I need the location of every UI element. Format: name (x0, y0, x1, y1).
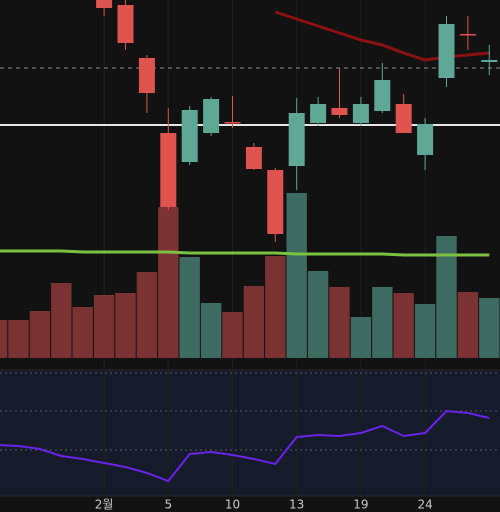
volume-bar (158, 207, 179, 358)
x-tick-label: 2월 (95, 498, 114, 512)
candle-body (352, 104, 369, 123)
volume-bar (8, 320, 29, 358)
candle-body (181, 110, 198, 162)
volume-bar (457, 292, 479, 358)
candle-body (481, 60, 498, 62)
indicator-line (0, 409, 490, 483)
x-tick-label: 19 (353, 498, 368, 512)
candle-body (96, 0, 113, 8)
volume-bar (350, 317, 372, 358)
volume-bar (200, 303, 222, 358)
volume-bar (307, 271, 329, 358)
volume-bar (93, 295, 115, 358)
volume-bar (265, 256, 286, 358)
candle-body (117, 5, 134, 43)
volume-bar (51, 283, 72, 358)
candle-body (459, 34, 476, 36)
volume-bar (136, 272, 158, 358)
candle-body (160, 133, 177, 207)
x-tick-label: 10 (225, 498, 240, 512)
volume-bar (0, 320, 8, 358)
volume-bar (329, 287, 350, 358)
volume-bar (243, 286, 265, 358)
volume-bar (29, 311, 51, 358)
volume-bar (72, 307, 93, 358)
candle-body (310, 104, 327, 123)
candle-body (395, 104, 412, 133)
volume-bar (479, 298, 500, 358)
volume-bar (179, 257, 200, 358)
volume-bar (372, 287, 393, 358)
x-tick-label: 24 (417, 498, 432, 512)
candle-body (438, 24, 455, 78)
candle-body (138, 58, 155, 93)
candle-body (224, 122, 241, 124)
candle-body (331, 108, 348, 115)
volume-bar (115, 293, 136, 358)
volume-bar (222, 312, 243, 358)
moving-average-line (0, 249, 490, 257)
candle-body (374, 80, 391, 111)
candle-body (288, 113, 305, 166)
volume-bar (393, 293, 414, 358)
candle-body (267, 170, 284, 234)
volume-bar (286, 193, 307, 358)
candle-body (417, 124, 434, 155)
candle-body (203, 99, 220, 133)
x-tick-label: 13 (289, 498, 304, 512)
candle-body (245, 147, 262, 169)
x-tick-label: 5 (164, 498, 172, 512)
volume-bar (436, 236, 457, 358)
volume-bar (414, 304, 436, 358)
